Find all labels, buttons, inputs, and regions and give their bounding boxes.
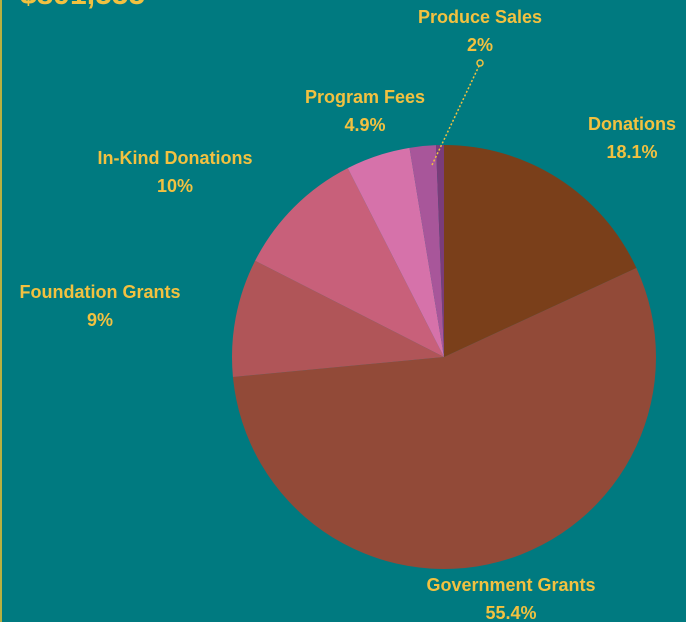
leader-dot bbox=[476, 59, 484, 67]
slice-value-label: 18.1% bbox=[606, 142, 657, 162]
pie-slice bbox=[255, 168, 444, 357]
pie-slice bbox=[436, 145, 444, 357]
pie-slice bbox=[232, 267, 656, 569]
pie-slice bbox=[231, 260, 444, 377]
left-border bbox=[0, 0, 2, 622]
pie-slice bbox=[409, 145, 444, 357]
slice-label: Donations bbox=[588, 114, 676, 134]
pie-slice bbox=[444, 145, 637, 357]
slice-value-label: 4.9% bbox=[344, 115, 385, 135]
slice-label: Produce Sales bbox=[418, 7, 542, 27]
chart-title: $891,555 bbox=[20, 0, 145, 11]
slice-label: Government Grants bbox=[426, 575, 595, 595]
pie-slice bbox=[347, 147, 444, 357]
slice-value-label: 9% bbox=[87, 310, 113, 330]
slice-label: Program Fees bbox=[305, 87, 425, 107]
slice-value-label: 2% bbox=[467, 35, 493, 55]
slice-label: In-Kind Donations bbox=[98, 148, 253, 168]
slice-value-label: 10% bbox=[157, 176, 193, 196]
slice-label: Foundation Grants bbox=[20, 282, 181, 302]
slice-value-label: 55.4% bbox=[485, 603, 536, 622]
